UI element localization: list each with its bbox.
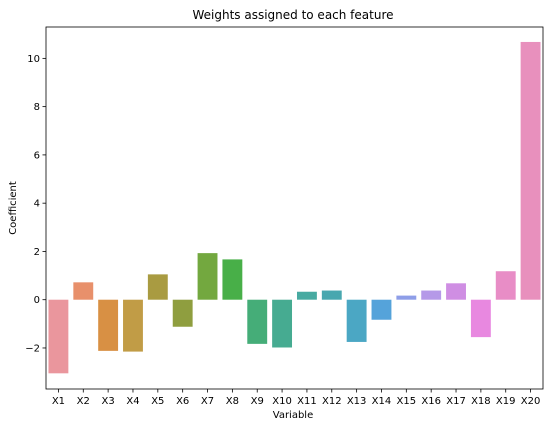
y-tick-label: 4 [34, 199, 40, 210]
x-tick-label: X14 [372, 396, 392, 407]
y-tick-label: 10 [27, 54, 40, 65]
x-tick-label: X15 [397, 396, 417, 407]
x-tick-label: X1 [52, 396, 65, 407]
bar-x9 [247, 299, 268, 344]
bar-x10 [272, 299, 293, 348]
y-tick-label: 2 [34, 247, 40, 258]
bar-x8 [222, 259, 243, 300]
x-tick-label: X7 [201, 396, 214, 407]
y-tick-label: 8 [34, 102, 40, 113]
bar-x15 [396, 295, 417, 300]
bar-x11 [296, 291, 317, 300]
x-tick-label: X2 [77, 396, 90, 407]
x-tick-label: X8 [226, 396, 239, 407]
bar-x6 [172, 299, 193, 327]
x-tick-label: X12 [322, 396, 342, 407]
x-tick-label: X18 [471, 396, 491, 407]
x-tick-label: X3 [102, 396, 115, 407]
bar-x14 [371, 299, 392, 320]
bar-x17 [446, 283, 466, 300]
x-tick-label: X9 [251, 396, 264, 407]
bar-x16 [421, 290, 442, 300]
bar-x1 [48, 299, 69, 374]
x-axis-title: Variable [273, 410, 314, 421]
bar-x20 [520, 41, 541, 300]
bar-x7 [197, 253, 218, 300]
chart-title: Weights assigned to each feature [192, 8, 393, 22]
bar-x12 [321, 290, 342, 300]
x-tick-label: X13 [347, 396, 367, 407]
bar-x3 [98, 299, 119, 351]
x-tick-label: X17 [446, 396, 466, 407]
y-tick-label: 6 [34, 150, 40, 161]
x-tick-label: X4 [126, 396, 139, 407]
plot-frame [45, 26, 544, 390]
x-tick-label: X11 [297, 396, 317, 407]
y-tick-label: −2 [25, 343, 40, 354]
y-axis-title: Coefficient [8, 181, 19, 235]
bar-x5 [147, 274, 168, 300]
y-tick-label: 0 [34, 295, 40, 306]
bar-x2 [73, 282, 94, 300]
x-tick-label: X20 [521, 396, 541, 407]
x-tick-label: X19 [496, 396, 516, 407]
x-tick-label: X10 [272, 396, 292, 407]
bar-x19 [495, 271, 516, 300]
x-tick-label: X16 [421, 396, 441, 407]
x-tick-label: X5 [151, 396, 164, 407]
plot-area: X1 X2 X3 X4 X5 X6 X7 X8 X9 X10 X11 X12 X13 X14 X15 X16 X… [25, 41, 541, 407]
bar-x13 [346, 299, 367, 342]
bar-x4 [123, 299, 143, 352]
bar-x18 [470, 299, 491, 338]
x-tick-label: X6 [176, 396, 189, 407]
